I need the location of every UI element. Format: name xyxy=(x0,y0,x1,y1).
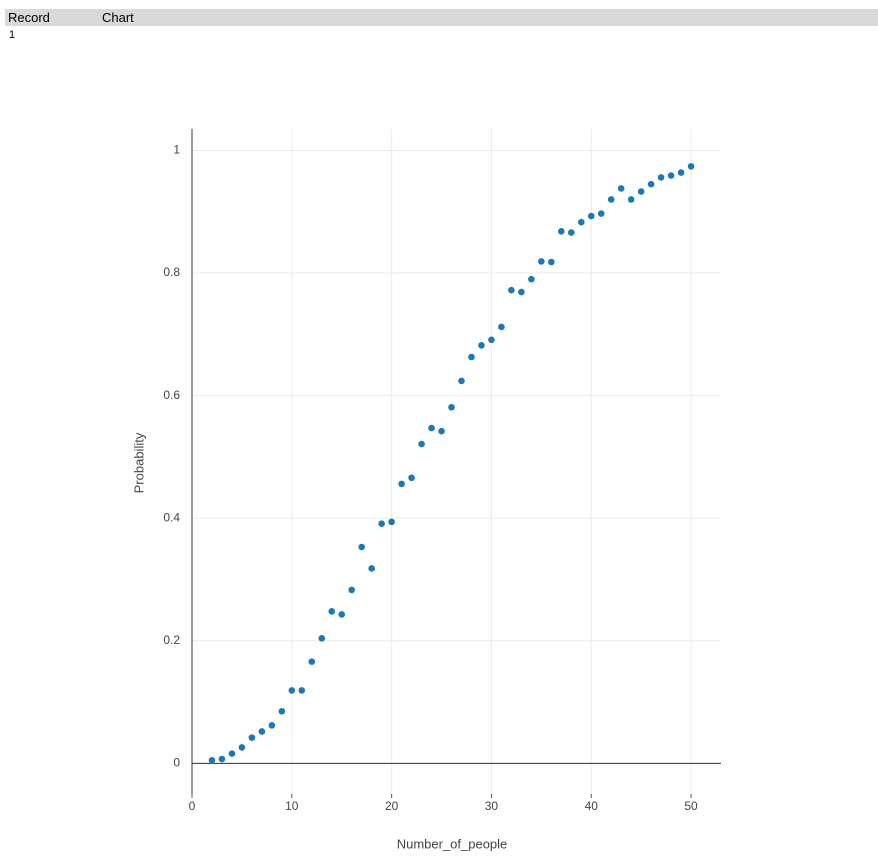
point xyxy=(358,543,365,551)
x-tick-label: 40 xyxy=(585,799,599,813)
point xyxy=(567,229,575,236)
point xyxy=(208,756,216,764)
point xyxy=(438,427,445,435)
point xyxy=(657,174,665,181)
point xyxy=(228,750,236,757)
point xyxy=(368,565,375,572)
point xyxy=(458,377,465,385)
point xyxy=(468,353,475,361)
point xyxy=(308,658,316,665)
y-tick-label: 0.4 xyxy=(163,510,180,524)
point xyxy=(498,323,505,331)
point xyxy=(388,518,395,526)
point xyxy=(607,196,615,203)
point xyxy=(398,480,405,488)
y-tick-label: 0.6 xyxy=(163,388,180,402)
point xyxy=(637,188,645,195)
point xyxy=(258,728,266,735)
x-tick-label: 30 xyxy=(485,799,499,813)
point xyxy=(448,403,455,411)
y-tick-label: 0.2 xyxy=(163,633,180,647)
point xyxy=(378,520,385,528)
point xyxy=(318,635,326,642)
y-axis-label: Probability xyxy=(131,432,146,493)
point xyxy=(288,687,296,694)
point xyxy=(667,172,675,179)
point xyxy=(647,180,655,188)
table-cell: 1 xyxy=(9,29,16,41)
header-cell: Record xyxy=(8,10,50,25)
x-tick-label: 0 xyxy=(189,799,196,813)
point xyxy=(478,342,485,349)
point xyxy=(548,258,555,266)
point xyxy=(488,336,495,344)
point xyxy=(577,218,585,226)
x-tick-label: 50 xyxy=(684,799,698,813)
y-tick-label: 0.8 xyxy=(163,265,180,279)
point xyxy=(677,169,685,176)
point xyxy=(508,286,515,294)
point xyxy=(218,755,226,763)
x-tick-label: 10 xyxy=(285,799,299,813)
point xyxy=(238,744,246,751)
point xyxy=(418,440,425,448)
point xyxy=(428,424,435,432)
point xyxy=(298,687,306,694)
point xyxy=(617,185,625,192)
point xyxy=(348,586,355,594)
point xyxy=(558,228,565,235)
table-header: Record Chart xyxy=(5,9,878,26)
point xyxy=(278,707,286,715)
point xyxy=(518,288,525,296)
point xyxy=(687,163,695,170)
point xyxy=(538,258,545,265)
point xyxy=(328,608,336,615)
y-tick-label: 0 xyxy=(173,756,180,770)
header-cell: Chart xyxy=(102,10,134,25)
point xyxy=(248,734,256,741)
point xyxy=(528,275,535,283)
point xyxy=(627,196,635,203)
x-tick-label: 20 xyxy=(385,799,399,813)
point xyxy=(597,210,605,217)
y-tick-label: 1 xyxy=(173,143,180,157)
point xyxy=(268,722,276,729)
point xyxy=(587,212,595,220)
point xyxy=(338,611,346,618)
point xyxy=(408,474,415,482)
x-axis-label: Number_of_people xyxy=(397,836,508,851)
